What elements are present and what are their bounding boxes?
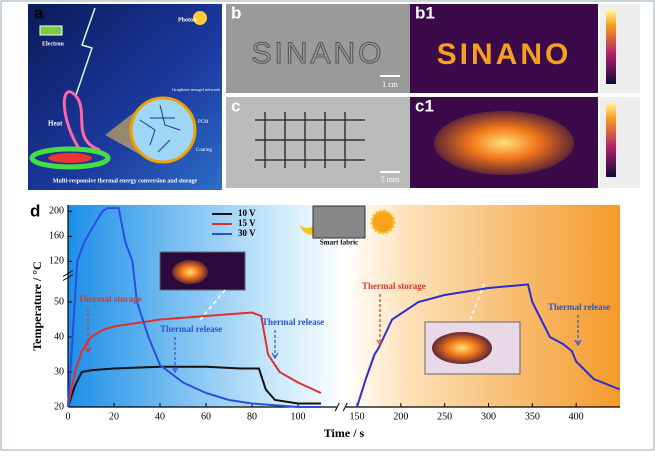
battery <box>39 25 63 36</box>
series-line <box>67 207 321 408</box>
label: Heat <box>48 120 63 128</box>
thermal-glow <box>434 111 574 175</box>
annotation: Thermal release <box>160 324 222 334</box>
series-line <box>356 283 621 408</box>
panel-label: a <box>34 3 44 22</box>
legend-label: 15 V <box>238 218 256 228</box>
y-tick-label: 50 <box>54 296 64 307</box>
fabric-pattern <box>255 112 365 168</box>
arrow-head <box>271 352 279 360</box>
label: Graphene aerogel network <box>172 87 220 92</box>
panel-label: c <box>231 96 240 115</box>
x-tick-label: 300 <box>481 411 496 422</box>
panel-label: d <box>30 201 40 220</box>
axis-break <box>62 270 74 281</box>
y-tick-label: 30 <box>54 366 64 377</box>
sun <box>193 11 207 25</box>
panel-label: b <box>231 3 241 22</box>
series-line <box>67 365 321 408</box>
panel-label: c1 <box>415 96 434 115</box>
fabric-text: SINANO <box>251 37 384 70</box>
axis-break <box>334 402 348 412</box>
plot-background <box>68 205 620 407</box>
ring-center <box>48 153 92 163</box>
panel-c <box>226 97 410 188</box>
fabric-label: Smart fabric <box>320 239 358 247</box>
y-axis-label: Temperature / °C <box>30 261 44 350</box>
inset-glow <box>172 260 208 284</box>
x-tick-label: 0 <box>66 411 71 422</box>
heat-loop <box>62 90 101 152</box>
y-tick-label: 40 <box>54 331 64 342</box>
arrow-head <box>171 366 179 374</box>
arrow-head <box>84 346 92 354</box>
arrow-head <box>574 339 582 347</box>
arrow-head <box>376 339 384 347</box>
label: Coating <box>196 148 212 153</box>
x-tick-label: 20 <box>109 411 119 422</box>
ring <box>29 146 111 170</box>
scale-label: 5 mm <box>381 175 400 184</box>
annotation: Thermal release <box>548 302 610 312</box>
x-tick-label: 200 <box>393 411 408 422</box>
legend-label: 10 V <box>238 208 256 218</box>
legend-label: 30 V <box>238 228 256 238</box>
network-lines <box>139 104 181 153</box>
x-tick-label: 40 <box>155 411 165 422</box>
fabric-photo <box>312 205 366 239</box>
y-tick-label: 200 <box>49 206 64 217</box>
inset-glow <box>432 332 492 364</box>
thermal-text: SINANO <box>437 38 572 71</box>
colorbar <box>606 103 616 177</box>
sphere <box>129 96 197 164</box>
sun <box>370 209 396 235</box>
label: PCM <box>198 120 209 125</box>
x-tick-label: 150 <box>350 411 365 422</box>
panel-b1 <box>410 4 598 93</box>
colorbar <box>606 10 616 84</box>
x-tick-label: 400 <box>569 411 584 422</box>
x-tick-label: 80 <box>247 411 257 422</box>
x-tick-label: 60 <box>201 411 211 422</box>
annotation: Thermal storage <box>362 281 426 291</box>
x-tick-label: 250 <box>437 411 452 422</box>
x-axis-label: Time / s <box>324 426 365 440</box>
annotation: Thermal release <box>262 317 324 327</box>
caption: Multi-responsive thermal energy conversi… <box>53 178 198 184</box>
label: Electron <box>42 41 65 47</box>
series-line <box>67 311 322 408</box>
panel-b <box>226 4 410 93</box>
y-tick-label: 160 <box>49 231 64 242</box>
annotation: Thermal storage <box>78 294 142 304</box>
label: Photon <box>178 17 197 23</box>
y-tick-label: 20 <box>54 401 64 412</box>
x-tick-label: 100 <box>291 411 306 422</box>
x-tick-label: 350 <box>525 411 540 422</box>
panel-label: b1 <box>415 3 435 22</box>
scale-label: 1 cm <box>382 80 399 89</box>
y-tick-label: 120 <box>49 256 64 267</box>
lightning <box>75 7 96 96</box>
